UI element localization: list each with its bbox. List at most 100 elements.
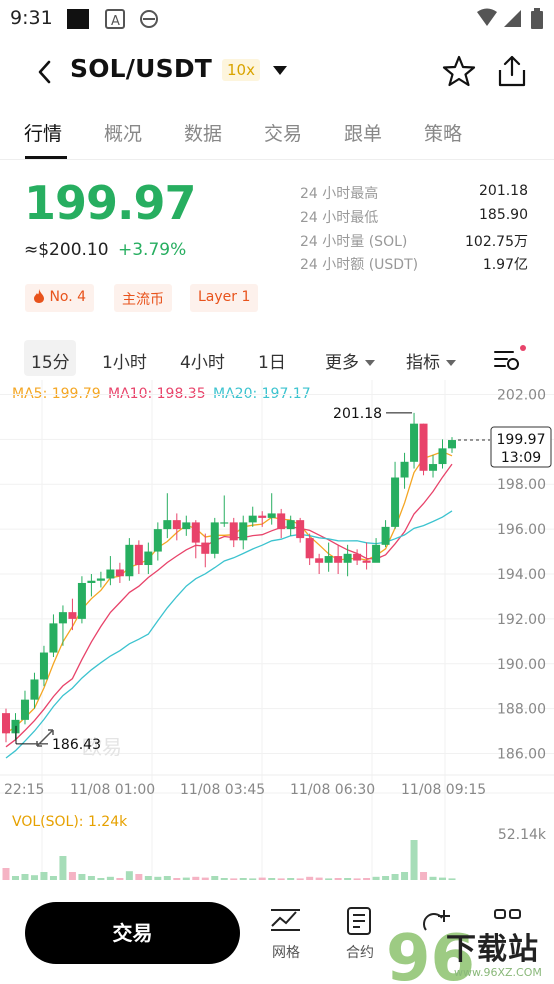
svg-text:96: 96 <box>386 922 475 984</box>
candle-body <box>2 713 10 734</box>
last-price-box <box>490 426 552 468</box>
tab-trades[interactable]: 交易 <box>264 123 303 145</box>
pair-dropdown-icon[interactable] <box>270 62 290 78</box>
candle-body <box>286 520 295 530</box>
more-apps-button[interactable] <box>488 906 528 966</box>
candle-body <box>267 513 276 518</box>
candle-body <box>144 551 153 566</box>
tab-overview[interactable]: 概况 <box>104 123 143 145</box>
interval-1h[interactable]: 1小时 <box>102 353 147 373</box>
volume-bar <box>106 876 114 880</box>
interval-1d[interactable]: 1日 <box>258 353 286 373</box>
chart-watermark: 欧易 <box>82 735 122 759</box>
grid-button[interactable]: 网格 <box>266 906 306 966</box>
site-watermark-name: 下载站 <box>446 932 539 967</box>
indicators-label: 指标 <box>406 353 440 373</box>
candle-body <box>381 526 390 545</box>
candle-body <box>362 560 371 563</box>
contract-button[interactable]: 合约 <box>340 906 380 966</box>
candle-body <box>77 582 86 619</box>
candle-body <box>343 553 352 563</box>
leverage-badge: 10x <box>222 59 260 81</box>
volume-bar <box>97 878 105 880</box>
add-order-button[interactable] <box>416 906 456 966</box>
candle-body <box>106 569 115 579</box>
interval-active-bg <box>24 340 76 376</box>
candle-body <box>296 520 305 539</box>
candle-body <box>49 623 58 653</box>
expand-icon <box>36 729 54 747</box>
candle-body <box>58 612 67 624</box>
change-percent: +3.79% <box>118 240 187 260</box>
volume-bar <box>182 877 190 880</box>
stat-vol-label: 24 小时量 (SOL) <box>300 234 408 250</box>
candle-body <box>419 423 428 471</box>
volume-bar <box>268 878 276 880</box>
indicators-button[interactable]: 指标 <box>406 348 456 373</box>
contract-icon <box>347 907 371 935</box>
back-icon[interactable] <box>30 56 60 88</box>
candle-body <box>229 522 238 541</box>
tab-copy-trading[interactable]: 跟单 <box>344 123 383 145</box>
volume-bar <box>68 872 76 880</box>
interval-more[interactable]: 更多 <box>325 348 375 373</box>
candle-body <box>372 544 381 563</box>
chart-settings-icon[interactable] <box>492 344 526 374</box>
candle-body <box>220 522 229 524</box>
volume-bar <box>49 876 57 880</box>
candle-body <box>324 556 333 563</box>
candle-body <box>201 542 210 554</box>
layer-tag[interactable]: Layer 1 <box>190 284 259 312</box>
y-tick-label: 196.00 <box>497 522 546 538</box>
candle-body <box>96 578 105 581</box>
y-tick-label: 198.00 <box>497 477 546 493</box>
keyboard-a-icon: A <box>105 9 125 29</box>
interval-4h[interactable]: 4小时 <box>180 353 225 373</box>
volume-bar <box>30 875 38 880</box>
grid-label: 网格 <box>272 945 300 961</box>
volume-bar <box>125 871 133 880</box>
mainstream-tag[interactable]: 主流币 <box>114 284 172 312</box>
volume-bar <box>363 878 371 880</box>
rank-tag[interactable]: No. 4 <box>25 284 95 312</box>
tab-bar: 行情 概况 数据 交易 跟单 策略 <box>0 110 554 160</box>
volume-bar <box>315 877 323 880</box>
candle-body <box>163 520 172 530</box>
volume-bar <box>154 876 162 880</box>
y-tick-label: 190.00 <box>497 657 546 673</box>
volume-bar <box>163 876 171 880</box>
share-icon[interactable] <box>495 54 529 88</box>
volume-bar <box>249 878 257 880</box>
volume-bar <box>372 876 380 880</box>
candle-body <box>277 513 286 530</box>
browser-e-icon <box>140 10 158 28</box>
interval-15m[interactable]: 15分 <box>31 353 70 373</box>
flame-icon <box>34 289 44 303</box>
pair-title[interactable]: SOL/USDT <box>70 54 213 83</box>
header: SOL/USDT 10x <box>0 48 554 96</box>
volume-bar <box>230 878 238 880</box>
x-tick-4: 11/08 06:30 <box>290 782 376 798</box>
chevron-down-icon <box>365 360 375 366</box>
candle-body <box>315 558 324 563</box>
candle-body <box>248 515 257 523</box>
volume-bar <box>258 877 266 880</box>
candlestick-chart[interactable]: 202.00200.00198.00196.00194.00192.00190.… <box>0 380 554 880</box>
tab-strategy[interactable]: 策略 <box>424 123 463 145</box>
tab-data[interactable]: 数据 <box>184 123 223 145</box>
volume-bar <box>116 878 124 880</box>
volume-bar <box>40 872 48 880</box>
candle-body <box>258 515 267 518</box>
favorite-star-icon[interactable] <box>442 54 476 88</box>
candle-body <box>429 464 438 471</box>
grid-chart-icon <box>271 909 300 931</box>
volume-bar <box>87 876 95 880</box>
tab-market[interactable]: 行情 <box>24 123 63 145</box>
chevron-down-icon <box>446 360 456 366</box>
candle-body <box>134 544 143 566</box>
volume-bar <box>239 878 247 880</box>
candle-body <box>438 448 447 465</box>
trade-button[interactable]: 交易 <box>25 902 240 964</box>
candle-body <box>39 652 48 680</box>
ma5-line <box>5 451 453 734</box>
